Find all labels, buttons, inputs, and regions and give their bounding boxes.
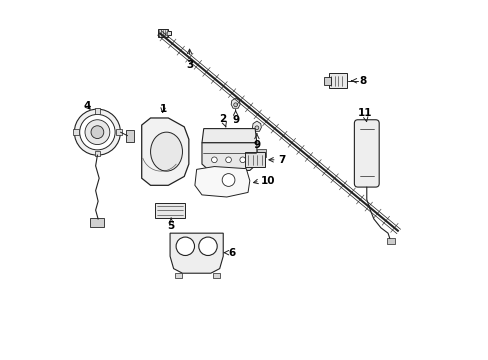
Circle shape	[80, 114, 115, 150]
Bar	[94, 108, 100, 114]
Circle shape	[85, 120, 110, 145]
Text: 2: 2	[219, 114, 226, 127]
FancyBboxPatch shape	[244, 152, 264, 167]
FancyBboxPatch shape	[328, 73, 346, 88]
Circle shape	[240, 157, 245, 163]
Polygon shape	[170, 233, 223, 273]
Text: 10: 10	[260, 176, 274, 186]
Ellipse shape	[254, 126, 258, 130]
Polygon shape	[195, 167, 249, 197]
Polygon shape	[202, 129, 256, 143]
Text: 3: 3	[185, 49, 193, 70]
Text: 11: 11	[357, 108, 371, 122]
Circle shape	[74, 109, 120, 155]
Bar	[386, 238, 394, 244]
Text: 1: 1	[159, 104, 166, 114]
Text: 4: 4	[83, 100, 90, 111]
FancyBboxPatch shape	[323, 77, 331, 85]
Text: 6: 6	[228, 248, 235, 258]
Polygon shape	[142, 118, 188, 185]
Circle shape	[198, 237, 217, 256]
FancyBboxPatch shape	[155, 203, 185, 218]
Circle shape	[222, 174, 234, 186]
Bar	[212, 273, 219, 278]
Ellipse shape	[233, 103, 237, 107]
Polygon shape	[157, 29, 170, 37]
Ellipse shape	[150, 132, 182, 171]
Circle shape	[176, 237, 194, 256]
FancyBboxPatch shape	[125, 130, 134, 142]
Bar	[94, 150, 100, 156]
Bar	[175, 273, 182, 278]
Circle shape	[225, 157, 231, 163]
Bar	[256, 149, 265, 157]
Polygon shape	[202, 143, 256, 170]
Text: 9: 9	[232, 110, 239, 125]
Circle shape	[91, 126, 103, 139]
Text: 5: 5	[167, 218, 174, 231]
Text: 9: 9	[253, 134, 260, 149]
Text: 7: 7	[278, 155, 285, 165]
Bar	[73, 129, 79, 135]
Polygon shape	[231, 98, 240, 108]
FancyBboxPatch shape	[90, 217, 104, 227]
Bar	[116, 129, 121, 135]
Polygon shape	[252, 121, 261, 131]
FancyBboxPatch shape	[354, 120, 378, 187]
Text: 8: 8	[359, 76, 366, 86]
Circle shape	[211, 157, 217, 163]
